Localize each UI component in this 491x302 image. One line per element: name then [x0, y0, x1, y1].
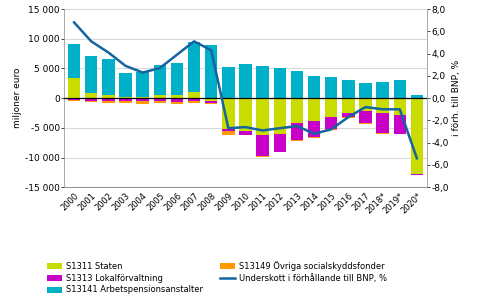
Y-axis label: miljoner euro: miljoner euro: [13, 68, 22, 128]
Bar: [273, 69, 286, 98]
Bar: [205, 103, 218, 104]
Bar: [342, 117, 355, 118]
Bar: [205, 101, 218, 103]
Bar: [359, 98, 372, 111]
Bar: [325, 77, 337, 98]
Bar: [342, 98, 355, 113]
Bar: [342, 80, 355, 98]
Bar: [325, 98, 337, 117]
Bar: [85, 93, 97, 98]
Bar: [68, 98, 81, 100]
Bar: [68, 78, 81, 98]
Bar: [68, 44, 81, 78]
Bar: [205, 98, 218, 101]
Bar: [171, 95, 183, 98]
Bar: [394, 115, 406, 134]
Bar: [188, 98, 200, 101]
Bar: [359, 83, 372, 98]
Legend: S1311 Staten, S1313 Lokalförvaltning, S13141 Arbetspensionsanstalter, S13149 Övr: S1311 Staten, S1313 Lokalförvaltning, S1…: [43, 258, 390, 298]
Bar: [154, 98, 166, 101]
Bar: [273, 98, 286, 134]
Bar: [308, 137, 320, 138]
Bar: [291, 98, 303, 123]
Bar: [342, 113, 355, 117]
Bar: [102, 98, 114, 101]
Bar: [68, 100, 81, 101]
Bar: [394, 98, 406, 115]
Bar: [102, 95, 114, 98]
Bar: [239, 64, 252, 98]
Bar: [205, 45, 218, 98]
Bar: [154, 66, 166, 95]
Bar: [102, 101, 114, 103]
Bar: [188, 42, 200, 92]
Bar: [239, 98, 252, 131]
Bar: [256, 135, 269, 156]
Bar: [154, 95, 166, 98]
Bar: [222, 131, 235, 135]
Bar: [256, 98, 269, 135]
Bar: [410, 174, 423, 175]
Bar: [136, 101, 149, 104]
Bar: [119, 101, 132, 104]
Bar: [308, 121, 320, 137]
Bar: [377, 113, 389, 133]
Bar: [377, 133, 389, 134]
Bar: [171, 63, 183, 95]
Bar: [222, 129, 235, 131]
Bar: [291, 123, 303, 140]
Bar: [171, 98, 183, 102]
Bar: [325, 117, 337, 129]
Bar: [377, 82, 389, 98]
Bar: [85, 98, 97, 101]
Bar: [85, 56, 97, 93]
Bar: [291, 140, 303, 141]
Bar: [308, 98, 320, 121]
Bar: [222, 67, 235, 98]
Bar: [102, 59, 114, 95]
Bar: [119, 73, 132, 97]
Bar: [291, 71, 303, 98]
Bar: [359, 111, 372, 123]
Bar: [154, 101, 166, 104]
Bar: [410, 95, 423, 98]
Bar: [119, 98, 132, 101]
Bar: [136, 98, 149, 101]
Bar: [188, 101, 200, 104]
Bar: [273, 134, 286, 152]
Bar: [119, 97, 132, 98]
Bar: [136, 97, 149, 98]
Bar: [239, 131, 252, 135]
Bar: [256, 66, 269, 98]
Bar: [410, 98, 423, 174]
Bar: [85, 101, 97, 102]
Bar: [136, 72, 149, 97]
Bar: [308, 76, 320, 98]
Bar: [171, 102, 183, 104]
Bar: [188, 92, 200, 98]
Bar: [359, 123, 372, 124]
Bar: [256, 156, 269, 157]
Bar: [377, 98, 389, 113]
Bar: [325, 129, 337, 130]
Bar: [394, 80, 406, 98]
Y-axis label: i förh. till BNP, %: i förh. till BNP, %: [452, 60, 461, 136]
Bar: [222, 98, 235, 129]
